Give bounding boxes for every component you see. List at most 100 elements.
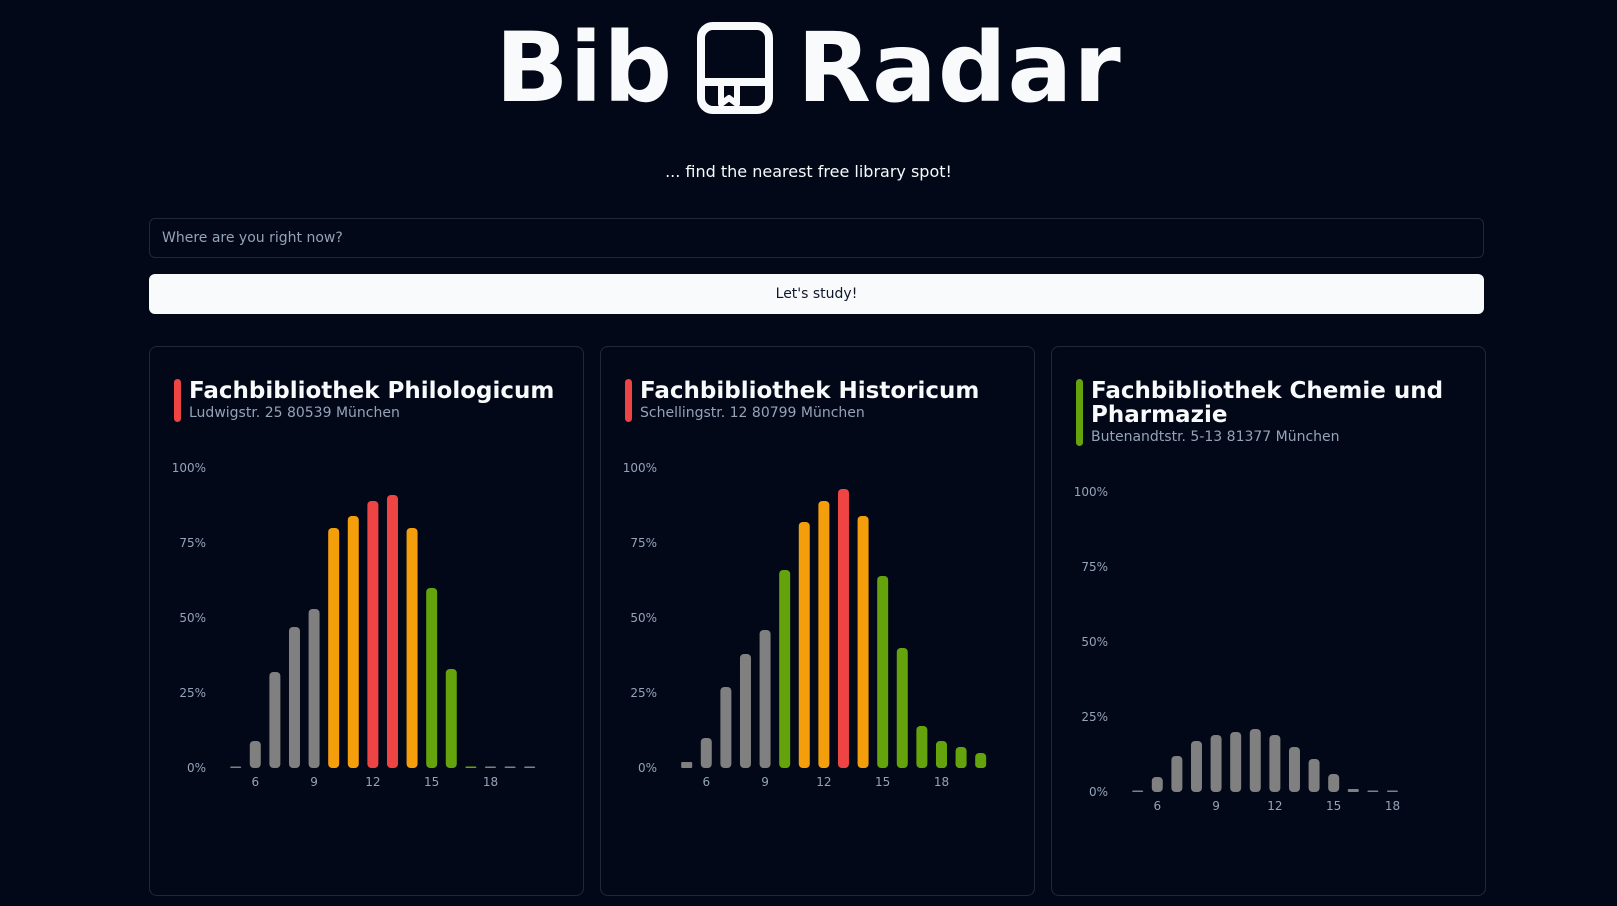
occupancy-bar[interactable] xyxy=(1308,759,1320,792)
x-tick-label: 9 xyxy=(761,775,769,789)
x-tick-label: 18 xyxy=(1385,799,1400,813)
location-search-input[interactable] xyxy=(149,218,1484,258)
y-tick-label: 75% xyxy=(179,536,206,550)
logo-title-left: Bib xyxy=(495,12,674,124)
occupancy-bar[interactable] xyxy=(249,741,261,768)
occupancy-bar[interactable] xyxy=(288,627,300,768)
occupancy-bar[interactable] xyxy=(347,516,359,768)
y-tick-label: 75% xyxy=(630,536,657,550)
y-tick-label: 25% xyxy=(630,686,657,700)
forecast-overlay-bar xyxy=(935,753,947,768)
occupancy-bar[interactable] xyxy=(1347,789,1359,792)
card-header: Fachbibliothek Philologicum Ludwigstr. 2… xyxy=(174,379,559,422)
occupancy-bar[interactable] xyxy=(1288,747,1300,792)
x-tick-label: 9 xyxy=(310,775,318,789)
y-tick-label: 50% xyxy=(630,611,657,625)
y-tick-label: 100% xyxy=(172,461,206,475)
occupancy-chart: 0% 25% 50% 75% 100% 6 9 12 15 18 xyxy=(1074,485,1400,813)
occupancy-bar[interactable] xyxy=(230,766,242,769)
occupancy-bar[interactable] xyxy=(269,672,281,768)
x-tick-label: 18 xyxy=(934,775,949,789)
occupancy-bar[interactable] xyxy=(720,687,732,768)
occupancy-bar[interactable] xyxy=(818,501,830,768)
y-tick-label: 0% xyxy=(187,761,206,775)
occupancy-bar[interactable] xyxy=(308,609,320,768)
tagline: ... find the nearest free library spot! xyxy=(665,162,952,181)
card-header: Fachbibliothek Chemie und Pharmazie Bute… xyxy=(1076,379,1461,446)
library-name: Fachbibliothek Chemie und Pharmazie xyxy=(1091,378,1444,428)
occupancy-bar[interactable] xyxy=(759,630,771,768)
occupancy-chart: 0% 25% 50% 75% 100% 6 9 12 15 18 xyxy=(623,461,987,789)
library-cards: Fachbibliothek Philologicum Ludwigstr. 2… xyxy=(149,346,1486,896)
occupancy-bar[interactable] xyxy=(837,489,849,768)
x-tick-label: 12 xyxy=(816,775,831,789)
occupancy-bar[interactable] xyxy=(328,528,340,768)
occupancy-bar[interactable] xyxy=(1269,735,1281,792)
y-tick-label: 50% xyxy=(179,611,206,625)
library-name: Fachbibliothek Historicum xyxy=(640,378,980,404)
occupancy-status-indicator xyxy=(174,379,181,422)
occupancy-bar[interactable] xyxy=(739,654,751,768)
library-name: Fachbibliothek Philologicum xyxy=(189,378,555,404)
occupancy-bar[interactable] xyxy=(798,522,810,768)
occupancy-bar[interactable] xyxy=(445,669,457,768)
y-tick-label: 0% xyxy=(638,761,657,775)
library-card[interactable]: Fachbibliothek Historicum Schellingstr. … xyxy=(600,346,1035,896)
y-tick-label: 50% xyxy=(1081,635,1108,649)
y-tick-label: 75% xyxy=(1081,560,1108,574)
forecast-overlay-bar xyxy=(975,762,987,768)
library-address: Ludwigstr. 25 80539 München xyxy=(189,405,400,421)
library-card[interactable]: Fachbibliothek Philologicum Ludwigstr. 2… xyxy=(149,346,584,896)
occupancy-chart: 0% 25% 50% 75% 100% 6 9 12 15 18 xyxy=(172,461,536,789)
app-logo: Bib Radar xyxy=(0,20,1617,116)
x-tick-label: 12 xyxy=(365,775,380,789)
occupancy-bar[interactable] xyxy=(406,528,418,768)
occupancy-status-indicator xyxy=(625,379,632,422)
occupancy-bar[interactable] xyxy=(700,738,712,768)
occupancy-bar[interactable] xyxy=(1386,790,1398,793)
occupancy-bar[interactable] xyxy=(386,495,398,768)
x-tick-label: 15 xyxy=(875,775,890,789)
occupancy-bar[interactable] xyxy=(1171,756,1183,792)
x-tick-label: 6 xyxy=(251,775,259,789)
occupancy-bar[interactable] xyxy=(1132,790,1144,793)
x-tick-label: 15 xyxy=(1326,799,1341,813)
y-tick-label: 25% xyxy=(179,686,206,700)
occupancy-bar[interactable] xyxy=(779,570,791,768)
x-tick-label: 12 xyxy=(1267,799,1282,813)
y-tick-label: 100% xyxy=(623,461,657,475)
occupancy-bar[interactable] xyxy=(367,501,379,768)
occupancy-bar[interactable] xyxy=(857,516,869,768)
x-tick-label: 15 xyxy=(424,775,439,789)
occupancy-bar[interactable] xyxy=(1230,732,1242,792)
occupancy-status-indicator xyxy=(1076,379,1083,446)
occupancy-bar[interactable] xyxy=(504,766,516,769)
x-tick-label: 6 xyxy=(702,775,710,789)
forecast-overlay-bar xyxy=(955,759,967,768)
x-tick-label: 9 xyxy=(1212,799,1220,813)
occupancy-bar[interactable] xyxy=(524,766,536,769)
occupancy-bar[interactable] xyxy=(916,726,928,768)
y-tick-label: 100% xyxy=(1074,485,1108,499)
x-tick-label: 6 xyxy=(1153,799,1161,813)
occupancy-bar[interactable] xyxy=(877,576,889,768)
occupancy-bar[interactable] xyxy=(465,766,477,769)
occupancy-bar[interactable] xyxy=(896,648,908,768)
occupancy-bar[interactable] xyxy=(1210,735,1222,792)
occupancy-bar[interactable] xyxy=(681,762,693,768)
occupancy-bar[interactable] xyxy=(1249,729,1261,792)
occupancy-bar[interactable] xyxy=(1151,777,1163,792)
card-header: Fachbibliothek Historicum Schellingstr. … xyxy=(625,379,1010,422)
occupancy-bar[interactable] xyxy=(1190,741,1202,792)
occupancy-bar[interactable] xyxy=(484,766,496,769)
library-card[interactable]: Fachbibliothek Chemie und Pharmazie Bute… xyxy=(1051,346,1486,896)
occupancy-bar[interactable] xyxy=(426,588,438,768)
library-address: Butenandtstr. 5-13 81377 München xyxy=(1091,429,1340,445)
occupancy-bar[interactable] xyxy=(1328,774,1340,792)
lets-study-button[interactable]: Let's study! xyxy=(149,274,1484,314)
y-tick-label: 0% xyxy=(1089,785,1108,799)
library-address: Schellingstr. 12 80799 München xyxy=(640,405,865,421)
occupancy-bar[interactable] xyxy=(1367,790,1379,793)
logo-title-right: Radar xyxy=(797,12,1122,124)
